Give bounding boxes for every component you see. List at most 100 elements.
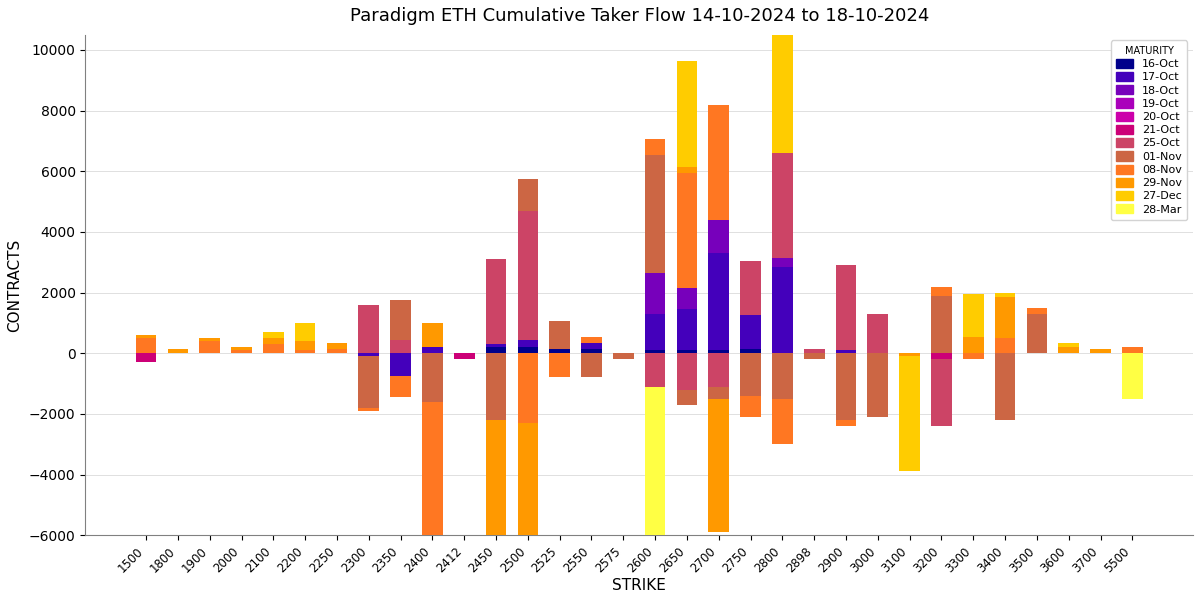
Bar <box>1058 347 1079 353</box>
Bar <box>772 267 793 353</box>
Bar <box>772 398 793 444</box>
Bar <box>486 259 506 344</box>
Bar <box>962 353 984 359</box>
Bar <box>835 353 857 420</box>
Bar <box>517 340 538 347</box>
Bar <box>199 338 220 341</box>
Bar <box>708 104 730 220</box>
Bar <box>677 389 697 405</box>
Bar <box>899 356 920 472</box>
Bar <box>708 353 730 386</box>
Bar <box>931 287 952 296</box>
Bar <box>517 347 538 353</box>
Bar <box>931 296 952 353</box>
Bar <box>550 353 570 377</box>
Bar <box>931 353 952 359</box>
Bar <box>517 353 538 423</box>
Bar <box>804 349 824 353</box>
Bar <box>295 350 316 353</box>
Bar <box>486 344 506 347</box>
Bar <box>677 288 697 309</box>
Bar <box>1122 353 1142 398</box>
Bar <box>1058 343 1079 347</box>
Bar <box>772 153 793 258</box>
Bar <box>931 359 952 426</box>
Bar <box>772 353 793 398</box>
Bar <box>708 253 730 350</box>
Bar <box>835 420 857 426</box>
Bar <box>868 314 888 353</box>
Bar <box>390 353 410 376</box>
Bar <box>1091 349 1111 353</box>
Bar <box>454 353 474 359</box>
Bar <box>677 350 697 353</box>
Bar <box>517 179 538 211</box>
Bar <box>1026 308 1048 314</box>
Bar <box>677 167 697 173</box>
Bar <box>644 155 666 273</box>
Bar <box>644 273 666 314</box>
Bar <box>772 258 793 267</box>
Bar <box>422 347 443 353</box>
Bar <box>359 356 379 408</box>
Bar <box>326 349 347 353</box>
Bar <box>486 353 506 420</box>
Bar <box>740 349 761 353</box>
Bar <box>232 350 252 353</box>
Bar <box>263 332 283 338</box>
Bar <box>390 340 410 353</box>
Bar <box>740 261 761 316</box>
Bar <box>835 350 857 353</box>
Bar <box>486 347 506 353</box>
Bar <box>581 349 602 353</box>
Bar <box>422 323 443 347</box>
Bar <box>708 386 730 398</box>
Bar <box>677 353 697 389</box>
Bar <box>422 353 443 402</box>
Bar <box>390 300 410 340</box>
Bar <box>295 323 316 341</box>
Bar <box>581 343 602 349</box>
X-axis label: STRIKE: STRIKE <box>612 578 666 593</box>
Bar <box>486 420 506 547</box>
Bar <box>613 353 634 359</box>
Bar <box>644 386 666 538</box>
Bar <box>962 337 984 353</box>
Bar <box>740 353 761 395</box>
Bar <box>995 338 1015 353</box>
Bar <box>168 349 188 353</box>
Bar <box>136 338 156 353</box>
Bar <box>136 353 156 362</box>
Bar <box>995 297 1015 338</box>
Bar <box>1122 347 1142 353</box>
Bar <box>263 344 283 353</box>
Bar <box>517 423 538 547</box>
Bar <box>804 353 824 359</box>
Bar <box>517 211 538 340</box>
Bar <box>581 337 602 343</box>
Bar <box>708 350 730 353</box>
Bar <box>359 353 379 356</box>
Bar <box>740 316 761 349</box>
Bar <box>772 23 793 153</box>
Bar <box>1026 314 1048 353</box>
Bar <box>199 341 220 353</box>
Bar <box>644 314 666 350</box>
Bar <box>995 293 1015 297</box>
Bar <box>326 343 347 349</box>
Bar <box>359 305 379 353</box>
Bar <box>263 338 283 344</box>
Bar <box>835 265 857 350</box>
Bar <box>550 322 570 349</box>
Bar <box>136 335 156 338</box>
Bar <box>422 402 443 590</box>
Bar <box>677 309 697 350</box>
Bar <box>581 353 602 377</box>
Bar <box>390 376 410 397</box>
Title: Paradigm ETH Cumulative Taker Flow 14-10-2024 to 18-10-2024: Paradigm ETH Cumulative Taker Flow 14-10… <box>349 7 929 25</box>
Y-axis label: CONTRACTS: CONTRACTS <box>7 238 22 332</box>
Bar <box>295 341 316 350</box>
Bar <box>708 398 730 532</box>
Bar <box>644 139 666 155</box>
Bar <box>962 294 984 337</box>
